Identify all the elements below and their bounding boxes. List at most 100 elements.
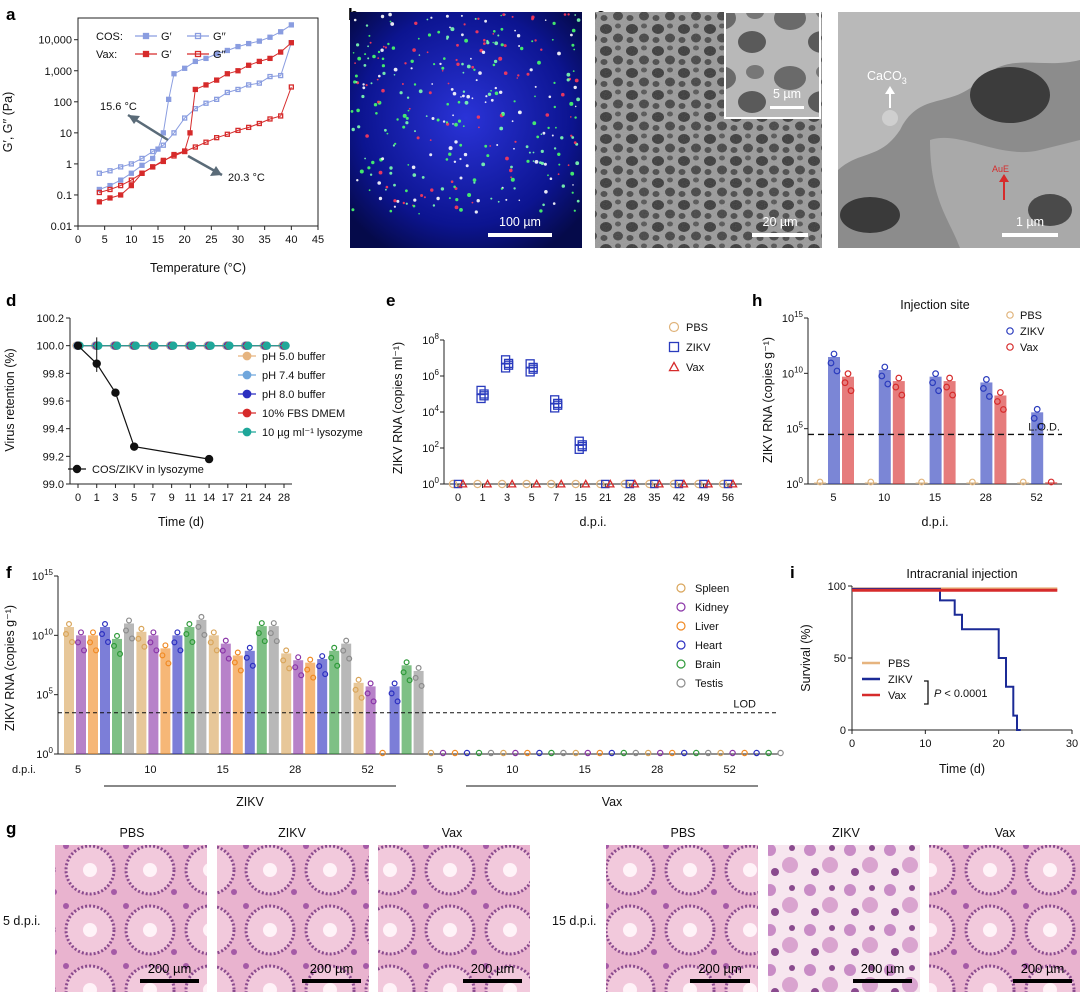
- fluorescent-dot: [429, 153, 433, 157]
- legend-label: G′: [161, 31, 172, 43]
- data-point: [753, 749, 760, 757]
- fluorescent-dot: [462, 94, 465, 98]
- y-tick-label: 0: [840, 725, 846, 737]
- data-point: [394, 698, 401, 705]
- fluorescent-dot: [487, 92, 492, 97]
- fluorescent-dot: [502, 13, 506, 16]
- x-tick-label: 25: [205, 234, 217, 246]
- data-point: [403, 659, 410, 666]
- g-scalebar: [1013, 979, 1072, 983]
- fluorescent-dot: [418, 89, 423, 94]
- fluorescent-dot: [368, 189, 371, 192]
- legend-label: Vax: [888, 690, 907, 702]
- data-point: [364, 690, 371, 697]
- fluorescent-dot: [532, 151, 535, 154]
- bar: [208, 635, 219, 754]
- x-tick-label: 49: [697, 492, 709, 504]
- fluorescent-dot: [410, 67, 413, 70]
- fluorescent-dot: [525, 145, 529, 149]
- y-tick-exponent: 0: [799, 476, 804, 485]
- data-point: [273, 638, 280, 645]
- fluorescent-dot: [412, 48, 416, 52]
- data-point: [546, 479, 556, 489]
- data-point: [118, 164, 124, 170]
- fluorescent-dot: [570, 33, 573, 37]
- y-axis-label: G′, G′′ (Pa): [1, 92, 15, 153]
- data-point: [473, 479, 482, 489]
- fluorescent-dot: [573, 141, 577, 145]
- x-axis-label: d.p.i.: [579, 515, 606, 529]
- fluorescent-dot: [526, 159, 530, 163]
- fluorescent-dot: [571, 28, 576, 33]
- p-value-rest: < 0.0001: [941, 688, 987, 700]
- data-point: [203, 139, 209, 145]
- panel-label-e: e: [386, 291, 395, 310]
- bar: [76, 635, 86, 754]
- data-point: [281, 341, 290, 350]
- fluorescent-dot: [367, 45, 369, 48]
- fluorescent-dot: [551, 134, 554, 137]
- fluorescent-dot: [454, 140, 458, 144]
- data-point: [729, 749, 736, 757]
- fluorescent-dot: [452, 114, 454, 117]
- panel-label-h: h: [752, 291, 762, 310]
- fluorescent-dot: [569, 101, 574, 106]
- fluorescent-dot: [484, 144, 488, 148]
- legend-marker: [676, 659, 686, 669]
- fluorescent-dot: [450, 27, 455, 32]
- fluorescent-dot: [414, 21, 418, 25]
- fluorescent-dot: [389, 209, 393, 213]
- fluorescent-dot: [460, 14, 463, 17]
- legend-marker: [676, 640, 686, 650]
- bar: [1017, 482, 1030, 484]
- data-point: [728, 479, 738, 488]
- x-tick-label: 15: [217, 764, 229, 776]
- fluorescent-dot: [505, 198, 508, 201]
- fluorescent-dot: [393, 183, 396, 187]
- series-zikv: [827, 350, 1044, 484]
- bar: [943, 381, 956, 484]
- data-point: [503, 360, 514, 370]
- bar: [256, 626, 267, 754]
- fluorescent-dot: [528, 151, 531, 154]
- g-scalebar-label: 200 µm: [1021, 961, 1065, 976]
- data-point: [235, 127, 241, 134]
- fluorescent-dot: [385, 188, 387, 191]
- fluorescent-dot: [510, 177, 515, 182]
- x-tick-label: 15: [575, 492, 587, 504]
- fluorescent-dot: [532, 121, 537, 126]
- data-point: [427, 749, 435, 757]
- data-point: [192, 58, 198, 65]
- y-tick-base: 10: [32, 571, 44, 583]
- fluorescent-dot: [459, 176, 463, 180]
- x-tick-label: 10: [125, 234, 137, 246]
- y-tick-base: 10: [36, 749, 48, 761]
- data-point: [531, 479, 542, 488]
- y-tick-label: 100.0: [36, 341, 64, 353]
- fluorescent-dot: [446, 37, 449, 40]
- data-point: [536, 749, 543, 757]
- x-tick-label: 28: [980, 492, 992, 504]
- fluorescent-dot: [381, 64, 385, 68]
- data-point: [997, 389, 1004, 396]
- fluorescent-dot: [540, 149, 544, 153]
- data-point: [705, 749, 712, 757]
- fluorescent-dot: [571, 136, 575, 139]
- g-scalebar-label: 200 µm: [148, 961, 192, 976]
- data-point: [104, 639, 111, 646]
- fluorescent-dot: [427, 33, 432, 37]
- bar: [966, 482, 979, 484]
- chart-title: Intracranial injection: [906, 567, 1017, 581]
- data-point: [256, 38, 262, 44]
- y-tick-label: 99.6: [43, 396, 64, 408]
- data-point: [235, 43, 241, 50]
- fluorescent-dot: [364, 53, 367, 56]
- fluorescent-dot: [467, 193, 472, 197]
- data-point: [206, 341, 215, 350]
- fluorescent-dot: [436, 196, 440, 201]
- data-point: [166, 96, 172, 102]
- bar: [878, 370, 891, 484]
- legend-label: pH 5.0 buffer: [262, 351, 326, 363]
- y-tick-label: 100: [54, 97, 72, 109]
